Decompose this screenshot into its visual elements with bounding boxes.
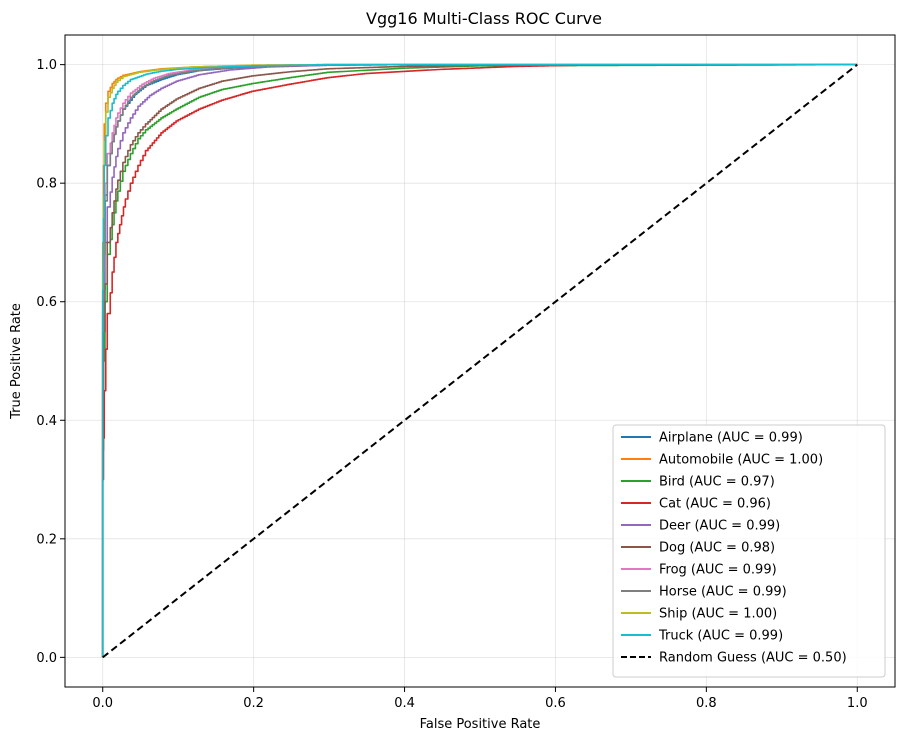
- legend-box: [612, 424, 886, 678]
- legend-label: Random Guess (AUC = 0.50): [659, 651, 847, 666]
- y-tick-label: 0.4: [36, 414, 57, 429]
- series-line-10: [102, 63, 858, 659]
- y-tick-label: 0.2: [36, 532, 57, 547]
- y-tick-label: 1.0: [36, 58, 57, 73]
- x-tick-label: 0.6: [545, 696, 566, 711]
- legend-label: Airplane (AUC = 0.99): [659, 431, 803, 446]
- x-tick-label: 0.2: [243, 696, 264, 711]
- axes: 0.0 0.2 0.4 0.6 0.8 1.0 0.0 0.2 0.4 0.6 0.8 1.0: [36, 34, 896, 711]
- y-tick-label: 0.0: [36, 651, 57, 666]
- x-axis-label: False Positive Rate: [420, 717, 541, 732]
- chart-title: Vgg16 Multi-Class ROC Curve: [366, 9, 602, 28]
- legend-label: Truck (AUC = 0.99): [658, 629, 783, 644]
- legend-label: Automobile (AUC = 1.00): [659, 453, 823, 468]
- legend-label: Frog (AUC = 0.99): [659, 563, 777, 578]
- legend-label: Deer (AUC = 0.99): [659, 519, 780, 534]
- x-tick-label: 1.0: [847, 696, 868, 711]
- legend-label: Horse (AUC = 0.99): [659, 585, 787, 600]
- legend-label: Dog (AUC = 0.98): [659, 541, 775, 556]
- x-tick-label: 0.0: [92, 696, 113, 711]
- y-axis-label: True Positive Rate: [9, 303, 24, 420]
- grid: [65, 35, 895, 687]
- y-tick-label: 0.6: [36, 295, 57, 310]
- legend-label: Ship (AUC = 1.00): [659, 607, 777, 622]
- legend-label: Bird (AUC = 0.97): [659, 475, 775, 490]
- legend: Airplane (AUC = 0.99) Automobile (AUC = 1…: [612, 424, 886, 678]
- y-tick-label: 0.8: [36, 177, 57, 192]
- plot-frame: [64, 34, 896, 688]
- legend-label: Cat (AUC = 0.96): [659, 497, 771, 512]
- x-tick-label: 0.8: [696, 696, 717, 711]
- series-line-9: [101, 63, 858, 658]
- series-layer: [101, 63, 858, 659]
- x-tick-label: 0.4: [394, 696, 415, 711]
